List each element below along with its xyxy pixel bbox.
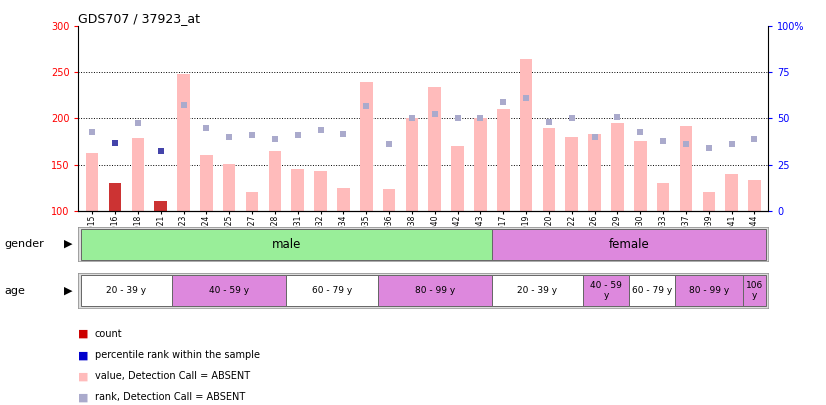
Text: ▶: ▶ (64, 286, 73, 296)
Bar (748, 180, 761, 211)
Bar (223, 164, 235, 211)
Bar (657, 183, 669, 211)
Text: count: count (95, 329, 122, 339)
Bar (86, 153, 98, 211)
Bar (566, 137, 578, 211)
Text: ▶: ▶ (64, 239, 73, 249)
Bar (491, 275, 583, 306)
Bar (429, 87, 441, 211)
Text: 40 - 59 y: 40 - 59 y (209, 286, 249, 295)
Bar (634, 141, 647, 211)
Text: age: age (4, 286, 25, 296)
Bar (451, 146, 464, 211)
Text: GDS707 / 37923_at: GDS707 / 37923_at (78, 12, 201, 25)
Bar (406, 118, 418, 211)
Bar (337, 188, 349, 211)
Bar (377, 275, 491, 306)
Bar (154, 201, 167, 211)
Text: 40 - 59
y: 40 - 59 y (590, 281, 622, 300)
Bar (703, 192, 715, 211)
Bar (611, 123, 624, 211)
Text: rank, Detection Call = ABSENT: rank, Detection Call = ABSENT (95, 392, 245, 402)
Bar (520, 59, 533, 211)
Bar (246, 192, 259, 211)
Bar (81, 275, 172, 306)
Text: percentile rank within the sample: percentile rank within the sample (95, 350, 260, 360)
Text: 60 - 79 y: 60 - 79 y (632, 286, 672, 295)
Bar (131, 138, 144, 211)
Bar (109, 183, 121, 211)
Bar (178, 74, 190, 211)
Bar (314, 171, 327, 211)
Text: ■: ■ (78, 392, 89, 402)
Text: value, Detection Call = ABSENT: value, Detection Call = ABSENT (95, 371, 250, 381)
Text: male: male (272, 237, 301, 251)
Bar (743, 275, 766, 306)
Text: 60 - 79 y: 60 - 79 y (312, 286, 352, 295)
Bar (629, 275, 675, 306)
Bar (382, 190, 396, 211)
Text: 20 - 39 y: 20 - 39 y (107, 286, 146, 295)
Text: gender: gender (4, 239, 44, 249)
Bar (172, 275, 287, 306)
Text: ■: ■ (78, 350, 89, 360)
Bar (675, 275, 743, 306)
Bar (200, 155, 212, 211)
Bar (680, 126, 692, 211)
Bar (491, 228, 766, 260)
Bar (497, 109, 510, 211)
Text: 80 - 99 y: 80 - 99 y (689, 286, 729, 295)
Bar (360, 81, 373, 211)
Bar (268, 151, 281, 211)
Bar (474, 118, 487, 211)
Bar (725, 174, 738, 211)
Text: 80 - 99 y: 80 - 99 y (415, 286, 455, 295)
Text: ■: ■ (78, 329, 89, 339)
Text: ■: ■ (78, 371, 89, 381)
Bar (588, 134, 601, 211)
Text: 20 - 39 y: 20 - 39 y (517, 286, 558, 295)
Bar (543, 128, 555, 211)
Bar (583, 275, 629, 306)
Text: 106
y: 106 y (746, 281, 763, 300)
Bar (81, 228, 491, 260)
Text: female: female (609, 237, 649, 251)
Bar (287, 275, 377, 306)
Bar (292, 169, 304, 211)
